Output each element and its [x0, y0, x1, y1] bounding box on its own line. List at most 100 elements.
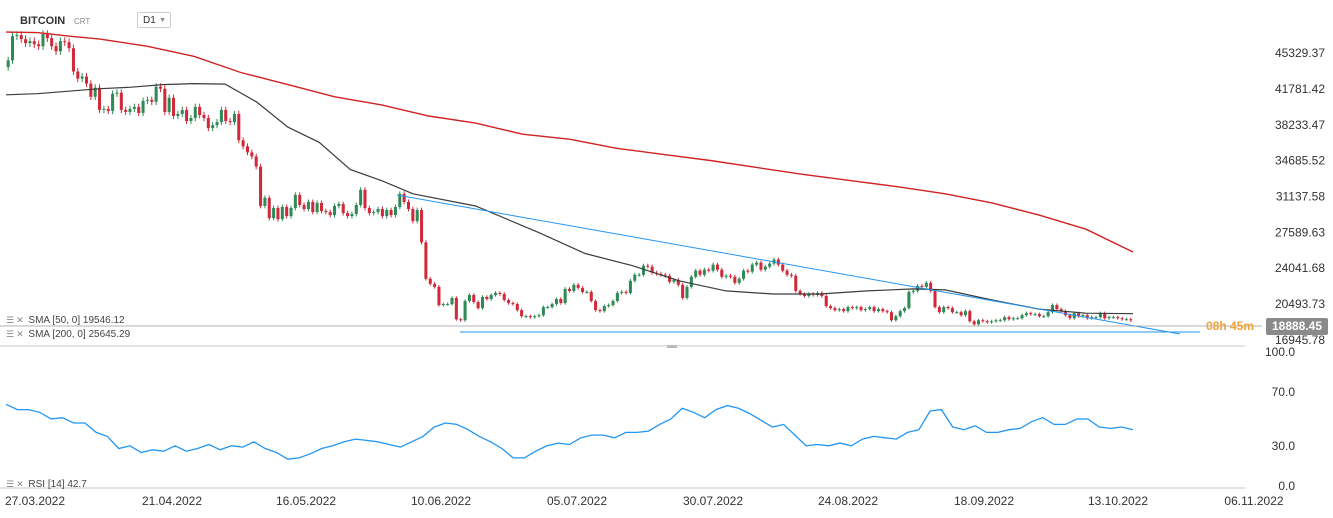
y-tick-label: 27589.63 [1275, 225, 1325, 239]
candle-body [794, 275, 798, 291]
candle-body [19, 35, 23, 40]
candle-body [267, 197, 271, 219]
candle-body [15, 35, 19, 37]
candle-body [563, 288, 567, 304]
candle-body [45, 34, 49, 39]
candle-body [89, 83, 93, 97]
candle-body [333, 205, 337, 216]
close-icon[interactable]: ✕ [16, 479, 24, 489]
candle-body [354, 204, 358, 215]
x-tick-label: 05.07.2022 [547, 494, 607, 508]
candle-body [389, 210, 393, 216]
rsi-legend[interactable]: ☰ ✕ RSI [14] 42.7 [6, 479, 87, 490]
y-tick-label: 34685.52 [1275, 154, 1325, 168]
candle-body [132, 106, 136, 109]
rsi-tick-label: 70.0 [1272, 385, 1296, 399]
candle-body [245, 146, 250, 153]
candle-body [720, 269, 724, 277]
candle-body [798, 290, 802, 294]
candle-body [533, 316, 537, 318]
x-tick-label: 21.04.2022 [142, 494, 202, 508]
menu-icon[interactable]: ☰ [6, 329, 15, 339]
rsi-tick-label: 30.0 [1272, 439, 1296, 453]
candle-body [315, 202, 319, 213]
candle-body [546, 307, 550, 309]
candle-body [498, 292, 502, 294]
candle-body [907, 291, 911, 309]
close-icon[interactable]: ✕ [16, 315, 24, 325]
candle-body [71, 48, 75, 72]
candle-body [106, 108, 110, 111]
candle-body [737, 278, 741, 283]
candle-body [1029, 313, 1033, 315]
candle-body [154, 86, 158, 102]
candle-body [911, 290, 915, 292]
candle-body [1111, 317, 1115, 319]
candle-body [1042, 316, 1046, 318]
candle-body [111, 93, 115, 111]
candle-body [994, 320, 998, 322]
candle-body [759, 262, 763, 270]
candle-body [511, 303, 515, 305]
x-tick-label: 06.11.2022 [1224, 494, 1283, 508]
candle-body [711, 264, 715, 271]
candle-body [167, 97, 171, 112]
candle-body [1033, 314, 1037, 316]
candle-body [998, 320, 1002, 322]
candle-body [459, 319, 463, 321]
candle-body [707, 269, 711, 271]
candle-body [1129, 319, 1133, 321]
candle-body [228, 121, 232, 123]
candle-body [768, 263, 772, 267]
candle-body [467, 294, 471, 302]
candle-body [846, 307, 850, 312]
candle-body [872, 307, 876, 312]
candle-body [885, 311, 889, 313]
candle-body [685, 286, 689, 298]
candle-body [1046, 312, 1050, 317]
timeframe-select[interactable]: D1 ▼ [137, 12, 171, 28]
candle-body [507, 300, 511, 304]
candle-body [837, 309, 841, 311]
candle-body [376, 209, 380, 213]
candle-body [933, 290, 937, 308]
candle-body [67, 42, 71, 49]
sma200-legend[interactable]: ☰ ✕ SMA [200, 0] 25645.29 [6, 329, 130, 340]
candle-body [755, 262, 759, 265]
candle-body [211, 125, 215, 129]
candle-body [672, 279, 676, 282]
y-tick-label: 45329.37 [1275, 46, 1325, 60]
candle-body [485, 296, 489, 300]
x-tick-label: 18.09.2022 [954, 494, 1014, 508]
candle-countdown: 08h 45m [1206, 319, 1255, 333]
candle-body [715, 264, 719, 270]
candle-body [942, 307, 946, 313]
candle-body [237, 113, 241, 141]
candle-body [1090, 317, 1094, 319]
menu-icon[interactable]: ☰ [6, 479, 15, 489]
close-icon[interactable]: ✕ [16, 329, 24, 339]
candle-body [428, 278, 432, 284]
candle-body [393, 206, 397, 216]
candle-body [328, 212, 332, 216]
menu-icon[interactable]: ☰ [6, 315, 15, 325]
candle-body [924, 282, 928, 287]
candle-body [176, 113, 180, 116]
candle-body [602, 306, 606, 312]
candle-body [1081, 315, 1085, 317]
candle-body [454, 297, 458, 320]
candle-body [346, 213, 350, 217]
chevron-down-icon: ▼ [159, 17, 166, 24]
sma50-legend[interactable]: ☰ ✕ SMA [50, 0] 19546.12 [6, 315, 125, 326]
candle-body [80, 76, 84, 79]
candle-body [193, 106, 197, 119]
rsi-tick-label: 0.0 [1278, 479, 1295, 493]
candle-body [272, 208, 276, 219]
candle-body [58, 41, 62, 52]
candle-body [420, 210, 424, 243]
x-tick-label: 30.07.2022 [683, 494, 743, 508]
candle-body [733, 276, 737, 283]
candle-body [977, 320, 981, 325]
candle-body [1107, 317, 1111, 319]
